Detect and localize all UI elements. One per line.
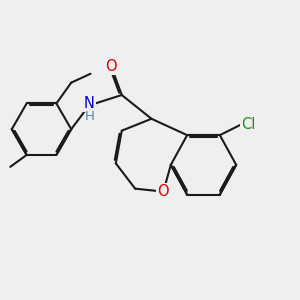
Text: N: N <box>84 96 94 111</box>
Text: O: O <box>106 59 117 74</box>
Text: Cl: Cl <box>241 117 255 132</box>
Text: H: H <box>85 110 94 123</box>
Text: O: O <box>158 184 169 199</box>
